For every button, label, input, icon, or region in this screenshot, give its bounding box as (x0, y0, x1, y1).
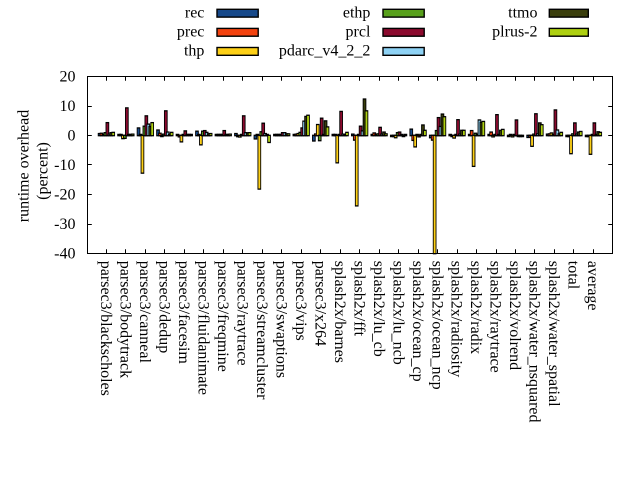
svg-text:runtime overhead: runtime overhead (16, 110, 33, 222)
svg-text:(percent): (percent) (34, 142, 51, 200)
svg-text:splash2x/water_nsquared: splash2x/water_nsquared (526, 261, 543, 423)
svg-text:10: 10 (60, 98, 76, 115)
svg-text:parsec3/swaptions: parsec3/swaptions (272, 261, 289, 378)
svg-text:parsec3/dedup: parsec3/dedup (156, 261, 173, 353)
svg-text:total: total (565, 261, 582, 290)
svg-text:parsec3/facesim: parsec3/facesim (175, 261, 192, 365)
svg-text:-20: -20 (54, 186, 75, 203)
svg-text:0: 0 (68, 127, 76, 144)
svg-text:prec: prec (177, 24, 205, 41)
svg-text:parsec3/canneal: parsec3/canneal (136, 261, 153, 364)
svg-text:splash2x/radiosity: splash2x/radiosity (448, 261, 465, 377)
svg-text:parsec3/bodytrack: parsec3/bodytrack (117, 261, 134, 378)
svg-text:20: 20 (60, 68, 76, 85)
svg-text:ethp: ethp (343, 4, 371, 21)
svg-text:splash2x/fft: splash2x/fft (350, 261, 367, 337)
svg-text:thp: thp (184, 43, 204, 60)
svg-text:plrus-2: plrus-2 (492, 24, 537, 41)
svg-text:-30: -30 (54, 216, 75, 233)
svg-text:pdarc_v4_2_2: pdarc_v4_2_2 (279, 43, 371, 60)
svg-text:rec: rec (185, 4, 205, 21)
svg-text:parsec3/freqmine: parsec3/freqmine (214, 261, 231, 372)
svg-text:splash2x/lu_cb: splash2x/lu_cb (370, 261, 387, 357)
svg-text:parsec3/fluidanimate: parsec3/fluidanimate (194, 261, 211, 395)
svg-text:prcl: prcl (346, 24, 371, 41)
svg-text:splash2x/lu_ncb: splash2x/lu_ncb (389, 261, 406, 365)
svg-text:parsec3/x264: parsec3/x264 (311, 261, 328, 346)
svg-text:splash2x/radix: splash2x/radix (467, 261, 484, 354)
svg-text:parsec3/vips: parsec3/vips (292, 261, 309, 341)
svg-text:parsec3/raytrace: parsec3/raytrace (233, 261, 250, 366)
svg-text:splash2x/ocean_ncp: splash2x/ocean_ncp (428, 261, 445, 390)
svg-text:average: average (584, 261, 601, 311)
svg-text:-40: -40 (54, 245, 75, 262)
svg-text:splash2x/ocean_cp: splash2x/ocean_cp (409, 261, 426, 382)
svg-text:splash2x/water_spatial: splash2x/water_spatial (545, 261, 562, 407)
svg-text:splash2x/barnes: splash2x/barnes (331, 261, 348, 363)
svg-text:splash2x/raytrace: splash2x/raytrace (487, 261, 504, 373)
svg-text:parsec3/streamcluster: parsec3/streamcluster (253, 261, 270, 400)
svg-text:ttmo: ttmo (508, 4, 537, 21)
svg-text:-10: -10 (54, 157, 75, 174)
svg-text:splash2x/volrend: splash2x/volrend (506, 261, 523, 370)
svg-text:parsec3/blackscholes: parsec3/blackscholes (97, 261, 114, 396)
